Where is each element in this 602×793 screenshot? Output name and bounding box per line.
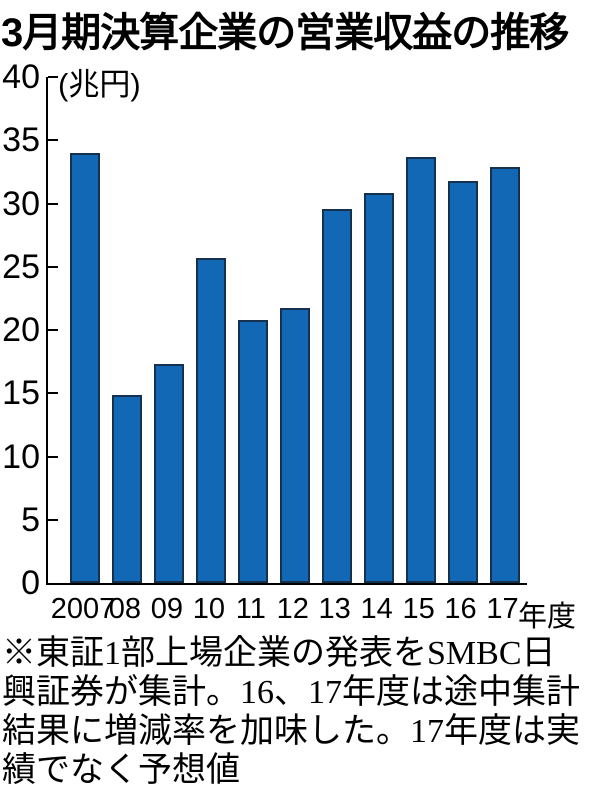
footnote-line: 結果に増減率を加味した。17年度は実 [2,713,580,750]
bar-08 [111,395,142,583]
x-tick-label-11: 11 [235,593,266,625]
bar-2007 [70,153,100,583]
y-tick-label: 15 [2,374,40,413]
y-tick-mark [48,265,58,268]
y-tick-label: 40 [2,58,40,96]
y-tick-mark [48,329,58,331]
footnote-line: 興証券が集計。16、17年度は途中集計 [2,674,580,711]
bar-11 [237,320,268,583]
y-tick-mark [48,139,58,142]
x-tick-label-14: 14 [360,593,393,625]
x-tick-label-12: 12 [276,593,309,625]
bar-14 [363,193,394,583]
bar-chart: (兆円) 0 5 10 15 20 25 30 35 40 2007 08 09 10 11 12 13 14… [2,58,577,633]
bar-09 [153,364,184,583]
bar-15 [405,157,436,583]
y-tick-label: 5 [21,500,40,539]
x-tick-label-08: 08 [108,593,142,625]
y-tick-label: 25 [2,247,40,286]
plot-area [46,76,527,585]
y-tick-label: 35 [2,121,40,160]
chart-title: 3月期決算企業の営業収益の推移 [1,11,569,55]
footnote-line: 績でなく予想値 [2,752,240,789]
x-tick-label-15: 15 [402,593,435,625]
x-tick-label-16: 16 [444,593,477,625]
x-tick-label-17: 17 [486,593,519,625]
y-tick-label: 0 [21,564,40,602]
bar-17 [489,167,520,583]
y-tick-mark [48,518,58,521]
x-tick-label-2007: 2007 [50,593,116,625]
x-tick-label-10: 10 [192,593,225,625]
bar-16 [447,181,478,583]
y-tick-label: 20 [2,311,40,349]
y-tick-mark [48,392,58,395]
bar-13 [321,209,352,583]
y-tick-label: 30 [2,184,40,223]
bar-12 [279,308,310,583]
x-tick-label-13: 13 [318,593,351,625]
footnote-line: ※東証1部上場企業の発表をSMBC日 [2,635,556,672]
y-axis-unit-label: (兆円) [58,67,141,102]
y-tick-mark [48,202,58,205]
y-tick-label: 10 [2,437,40,476]
x-tick-label-09: 09 [150,593,184,625]
bar-10 [195,258,226,583]
x-axis-suffix-label: 年度 [518,601,577,633]
y-tick-mark [48,76,58,78]
footnote: ※東証1部上場企業の発表をSMBC日 興証券が集計。16、17年度は途中集計 結… [2,634,602,790]
y-tick-mark [48,455,58,458]
